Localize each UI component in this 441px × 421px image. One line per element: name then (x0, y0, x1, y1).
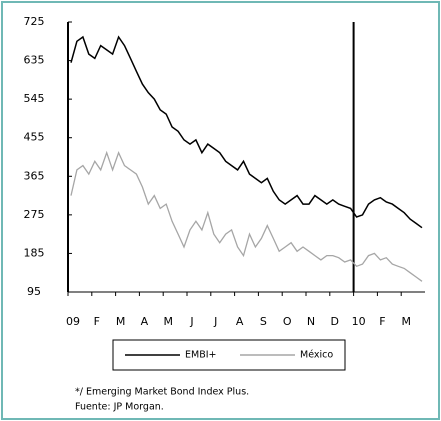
x-tick-label: M (163, 315, 173, 328)
x-tick-label: 09 (66, 315, 80, 328)
x-tick-label: D (331, 315, 339, 328)
source: Fuente: JP Morgan. (75, 402, 164, 413)
series-line (70, 150, 423, 282)
x-tick-label: A (141, 315, 149, 328)
y-tick-label: 545 (24, 92, 45, 105)
x-tick-label: N (307, 315, 315, 328)
y-tick-label: 185 (24, 246, 45, 259)
x-tick-label: A (236, 315, 244, 328)
y-tick-label: 275 (24, 208, 45, 221)
y-tick-label: 635 (24, 54, 45, 67)
legend-label: México (300, 350, 333, 361)
y-tick-label: 95 (27, 285, 41, 298)
series-line (70, 35, 423, 229)
y-tick-label: 365 (24, 169, 45, 182)
legend-label: EMBI+ (185, 350, 216, 361)
x-tick-label: M (116, 315, 126, 328)
x-tick-label: F (379, 315, 385, 328)
x-tick-label: S (260, 315, 267, 328)
x-tick-label: F (94, 315, 100, 328)
x-tick-label: 10 (352, 315, 366, 328)
y-tick-label: 725 (24, 15, 45, 28)
footnote: */ Emerging Market Bond Index Plus. (75, 387, 249, 398)
x-tick-label: O (283, 315, 292, 328)
x-tick-label: M (401, 315, 411, 328)
y-tick-label: 455 (24, 131, 45, 144)
x-tick-label: J (213, 315, 217, 328)
x-tick-label: J (189, 315, 193, 328)
